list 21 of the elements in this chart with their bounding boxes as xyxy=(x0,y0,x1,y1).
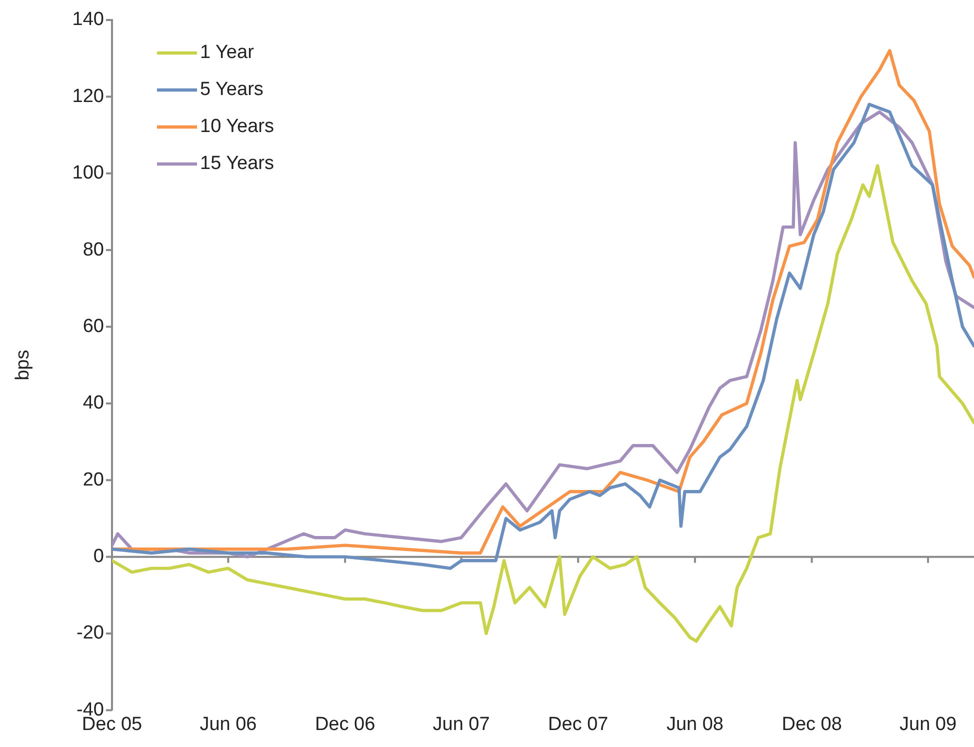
y-tick-label: 120 xyxy=(72,86,104,107)
legend-label: 1 Year xyxy=(200,42,255,64)
y-tick-label: 80 xyxy=(82,239,104,260)
y-tick-label: 60 xyxy=(82,316,104,337)
y-tick-label: 20 xyxy=(82,469,104,490)
x-tick-label: Dec 08 xyxy=(782,714,842,735)
x-tick-label: Jun 09 xyxy=(900,714,957,735)
legend-label: 5 Years xyxy=(200,79,264,100)
x-tick-label: Jun 08 xyxy=(666,714,724,735)
y-axis-title: bps xyxy=(12,350,34,380)
y-tick-label: 100 xyxy=(72,162,104,184)
legend-label: 15 Years xyxy=(200,153,274,174)
x-tick-label: Dec 07 xyxy=(548,714,608,735)
x-tick-label: Jun 06 xyxy=(200,714,257,735)
x-tick-label: Jun 07 xyxy=(432,714,490,735)
y-tick-label: -20 xyxy=(76,622,104,644)
y-tick-label: 40 xyxy=(82,392,104,414)
y-tick-label: 0 xyxy=(93,546,104,568)
legend-label: 10 Years xyxy=(200,116,274,138)
y-tick-label: 140 xyxy=(72,9,104,30)
x-tick-label: Dec 06 xyxy=(314,714,376,735)
